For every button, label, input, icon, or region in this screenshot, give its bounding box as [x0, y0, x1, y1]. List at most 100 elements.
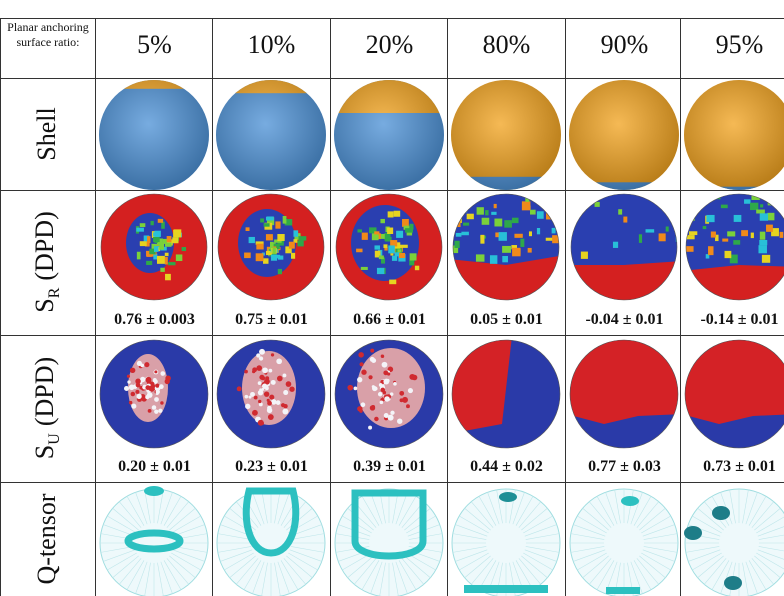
- image: [569, 488, 679, 596]
- value: 0.77 ± 0.03: [588, 458, 661, 475]
- outline: [217, 193, 325, 301]
- value: 0.23 ± 0.01: [235, 458, 308, 475]
- rule: [0, 482, 784, 483]
- pattern: [685, 340, 784, 448]
- outline: [569, 339, 679, 449]
- image: [684, 80, 784, 190]
- rule: [447, 18, 448, 596]
- image: [451, 80, 561, 190]
- header-label: Planar anchoring surface ratio:: [7, 20, 89, 49]
- defect: [242, 487, 300, 557]
- column-header: 90%: [600, 30, 649, 59]
- defect: [606, 587, 640, 594]
- pattern: [336, 194, 442, 300]
- rule: [680, 18, 681, 596]
- row-label: Shell: [32, 107, 61, 161]
- pattern: [452, 340, 560, 448]
- pattern: [570, 340, 678, 448]
- image: [99, 339, 209, 449]
- defect: [684, 526, 702, 540]
- value: 0.73 ± 0.01: [703, 458, 776, 475]
- pattern: [101, 194, 207, 300]
- rule: [565, 18, 566, 596]
- column-header: 10%: [247, 30, 296, 59]
- outline: [451, 339, 561, 449]
- image: [334, 80, 444, 190]
- suffix: (DPD): [29, 356, 59, 427]
- rule: [0, 190, 784, 191]
- pattern: [453, 194, 559, 300]
- rule: [0, 335, 784, 336]
- row-label: Q-tensor: [32, 493, 61, 585]
- value: 0.75 ± 0.01: [235, 311, 308, 328]
- image: [99, 80, 209, 190]
- defect: [351, 489, 427, 560]
- column-header: 5%: [137, 30, 172, 59]
- image: [216, 339, 326, 449]
- image: [216, 80, 326, 190]
- symbol: S: [29, 298, 59, 313]
- row-label: SU (DPD): [30, 357, 64, 459]
- pattern: [571, 194, 677, 300]
- column-header: 95%: [715, 30, 764, 59]
- defect: [621, 496, 639, 506]
- outline: [685, 193, 784, 301]
- outline: [334, 339, 444, 449]
- subscript: U: [46, 433, 64, 445]
- defect: [144, 486, 164, 496]
- shading: [451, 80, 561, 190]
- pattern: [335, 340, 443, 448]
- image: [217, 193, 325, 301]
- image: [99, 486, 209, 596]
- shading: [216, 80, 326, 190]
- shading: [684, 80, 784, 190]
- value: -0.14 ± 0.01: [700, 311, 779, 328]
- value: 0.44 ± 0.02: [470, 458, 543, 475]
- column-header: 20%: [365, 30, 414, 59]
- rule: [330, 18, 331, 596]
- suffix: (DPD): [29, 211, 59, 281]
- row-label: SR (DPD): [30, 211, 64, 312]
- defect: [712, 506, 730, 520]
- outline: [335, 193, 443, 301]
- column-header: 80%: [482, 30, 531, 59]
- defect: [499, 492, 517, 502]
- image: [685, 193, 784, 301]
- image: [569, 80, 679, 190]
- defect: [464, 585, 548, 593]
- pattern: [100, 340, 208, 448]
- image: [452, 193, 560, 301]
- defect: [124, 529, 184, 553]
- value: 0.20 ± 0.01: [118, 458, 191, 475]
- image: [334, 488, 444, 596]
- outline: [684, 339, 784, 449]
- pattern: [217, 340, 325, 448]
- image: [569, 339, 679, 449]
- outline: [570, 193, 678, 301]
- outline: [99, 339, 209, 449]
- rule: [95, 18, 96, 596]
- image: [684, 339, 784, 449]
- value: 0.66 ± 0.01: [353, 311, 426, 328]
- outline: [100, 193, 208, 301]
- shading: [569, 80, 679, 190]
- pattern: [218, 194, 324, 300]
- shading: [334, 80, 444, 190]
- image: [334, 339, 444, 449]
- image: [451, 488, 561, 596]
- image: [100, 193, 208, 301]
- symbol: S: [29, 444, 59, 460]
- image: [335, 193, 443, 301]
- image: [570, 193, 678, 301]
- value: 0.39 ± 0.01: [353, 458, 426, 475]
- rule: [0, 18, 1, 596]
- value: 0.76 ± 0.003: [114, 311, 195, 328]
- value: -0.04 ± 0.01: [585, 311, 664, 328]
- subscript: R: [46, 287, 64, 299]
- rule: [0, 78, 784, 79]
- rule: [212, 18, 213, 596]
- shading: [99, 80, 209, 190]
- image: [216, 487, 326, 596]
- defect: [724, 576, 742, 590]
